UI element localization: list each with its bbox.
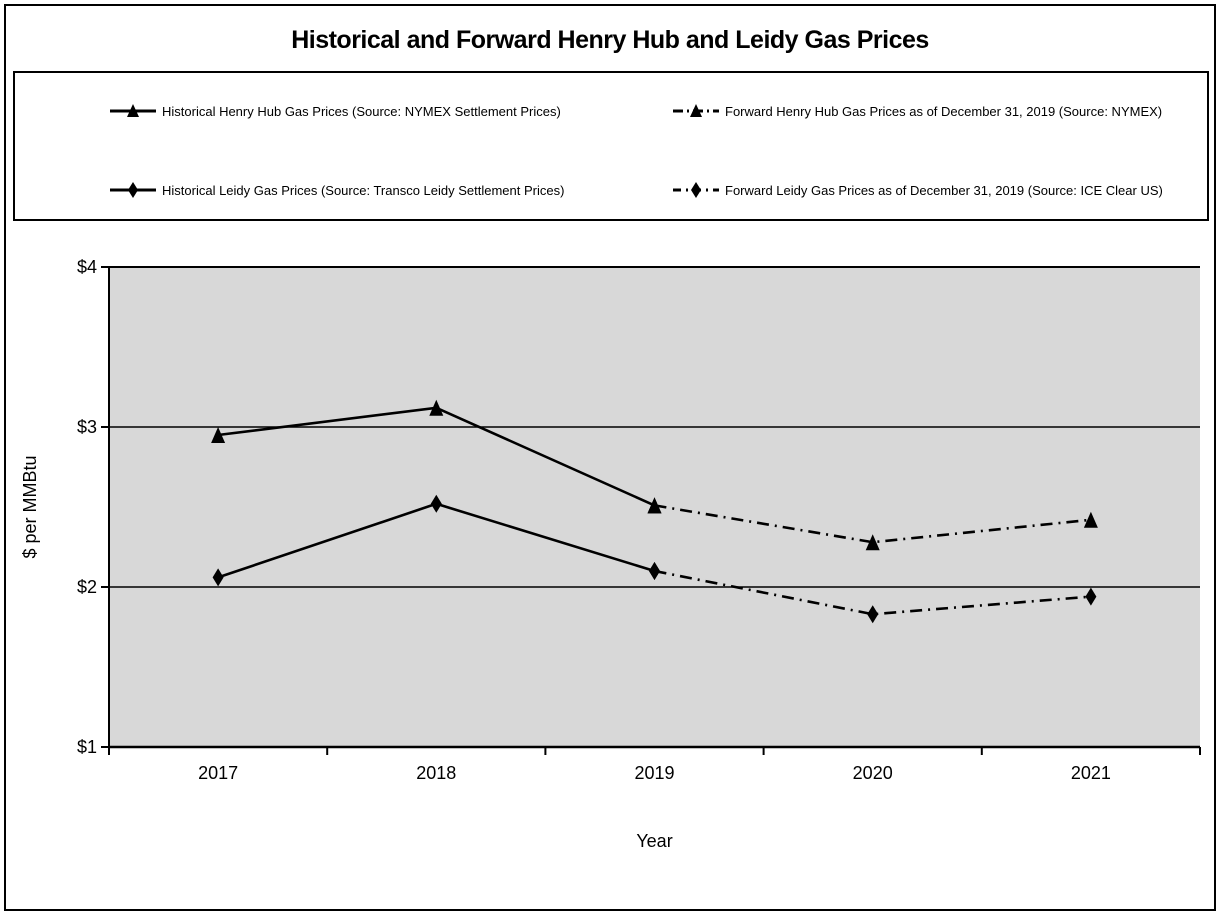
x-axis-title: Year [636,831,672,851]
y-tick-label: $2 [77,577,97,597]
legend-label: Forward Leidy Gas Prices as of December … [725,182,1163,198]
x-tick-label: 2018 [416,763,456,783]
y-tick-label: $3 [77,417,97,437]
dash-dot-line-triangle-marker-icon [673,104,719,117]
triangle-data-marker [647,497,662,514]
legend-entry-forward-henry-hub: Forward Henry Hub Gas Prices as of Decem… [672,102,1162,120]
diamond-data-marker [1085,587,1097,606]
dash-dot-line-diamond-marker-icon [673,182,719,198]
diamond-data-marker [649,562,660,580]
x-tick-label: 2019 [634,763,674,783]
x-tick-label: 2020 [853,763,893,783]
legend-entry-historical-henry-hub: Historical Henry Hub Gas Prices (Source:… [109,102,561,120]
legend-label: Historical Leidy Gas Prices (Source: Tra… [162,182,565,198]
y-axis-title: $ per MMBtu [20,455,40,558]
diamond-data-marker [430,494,442,513]
y-tick-label: $4 [77,257,97,277]
chart-title: Historical and Forward Henry Hub and Lei… [291,26,929,54]
legend-label: Historical Henry Hub Gas Prices (Source:… [162,103,561,119]
triangle-data-marker [429,399,444,416]
series-line [654,569,1092,616]
diamond-data-marker [212,568,224,587]
series-line [654,504,1092,544]
y-tick-label: $1 [77,737,97,757]
solid-line-triangle-marker-icon [110,104,156,117]
triangle-data-marker [865,534,880,551]
x-tick-label: 2017 [198,763,238,783]
triangle-data-marker [211,427,226,443]
solid-line-diamond-marker-icon [110,182,156,198]
legend-entry-forward-leidy: Forward Leidy Gas Prices as of December … [672,181,1163,199]
legend-label: Forward Henry Hub Gas Prices as of Decem… [725,103,1163,119]
chart-legend: Historical Henry Hub Gas Prices (Source:… [13,71,1209,221]
legend-entry-historical-leidy: Historical Leidy Gas Prices (Source: Tra… [109,181,564,199]
x-tick-label: 2021 [1071,763,1111,783]
diamond-data-marker [867,605,879,624]
triangle-data-marker [1083,511,1098,528]
gas-price-line-chart: $4 $3 $2 $1 2017 2018 2019 2020 2021 Year $ per MM… [20,257,1201,851]
chart-page: Historical and Forward Henry Hub and Lei… [4,4,1216,911]
